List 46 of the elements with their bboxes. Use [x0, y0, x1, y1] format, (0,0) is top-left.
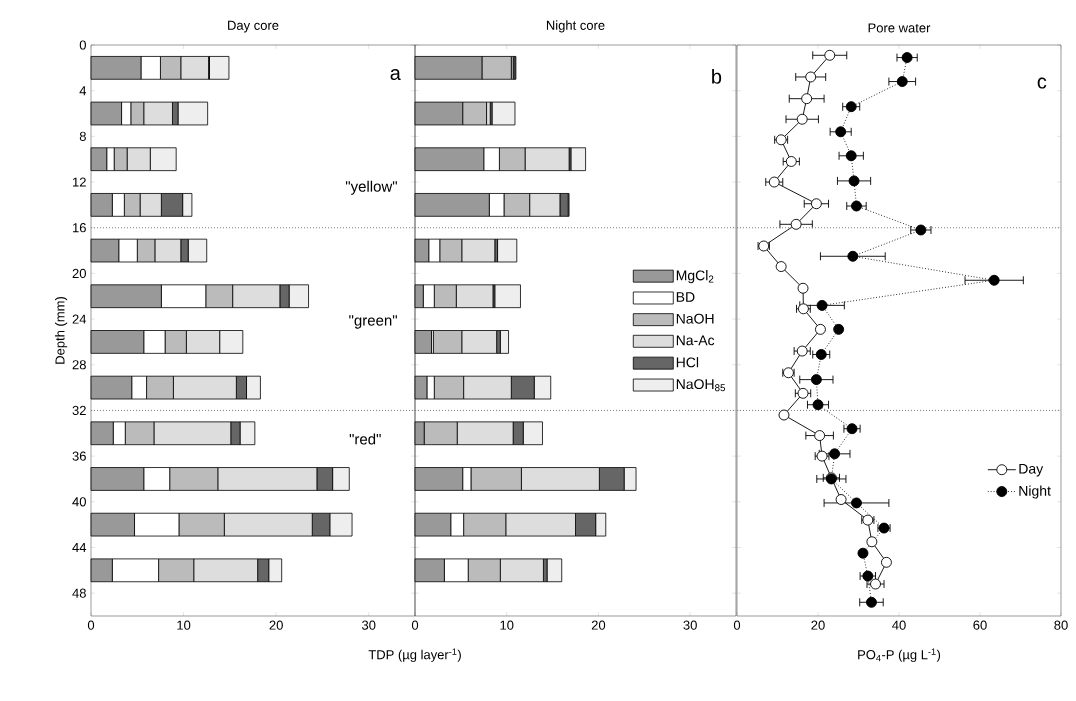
annotation: "yellow": [345, 180, 397, 195]
y-tick-label: 8: [79, 131, 86, 141]
annotation: "red": [349, 433, 381, 445]
y-tick-label: 36: [72, 451, 86, 461]
x-tick-label: 20: [591, 620, 606, 630]
x-tick-label: 30: [361, 620, 376, 630]
x-tick-label: 0: [411, 620, 419, 630]
legend-label: BD: [676, 292, 695, 302]
x-tick-label: 30: [683, 620, 697, 630]
legend-label: Na-Ac: [676, 335, 715, 346]
y-tick-label: 0: [79, 40, 86, 50]
x-tick-label: 20: [269, 620, 283, 630]
legend-label: HCl: [676, 357, 699, 368]
legend-label: NaOH$_{85}$: [676, 379, 726, 392]
x-tick-label: 40: [892, 620, 906, 630]
legend-label: Night: [1019, 485, 1051, 499]
y-tick-label: 32: [72, 405, 86, 416]
y-tick-label: 16: [73, 223, 86, 233]
x-tick-label: 60: [973, 620, 987, 630]
legend-label: NaOH: [676, 313, 714, 324]
y-tick-label: 24: [72, 314, 87, 324]
y-tick-label: 44: [72, 543, 87, 552]
annotation: "green": [349, 315, 397, 329]
annotation: b: [712, 69, 722, 84]
x-axis-title: PO$_{4}$-P (µg L$^{-1}$): [858, 648, 941, 662]
x-tick-label: 80: [1054, 620, 1068, 630]
x-tick-label: 0: [733, 620, 741, 630]
annotation: c: [1037, 77, 1047, 89]
chart-title: Pore water: [868, 23, 931, 33]
x-tick-label: 0: [87, 620, 95, 630]
y-tick-label: 48: [72, 588, 86, 598]
x-tick-label: 10: [500, 620, 514, 630]
legend-label: MgCl$_{2}$: [676, 270, 714, 284]
x-tick-label: 10: [177, 620, 191, 630]
chart-title: Day core: [228, 20, 279, 33]
x-tick-label: 20: [811, 620, 825, 630]
y-tick-label: 20: [72, 268, 86, 279]
x-axis-title: TDP (µg layer$^{-1}$): [368, 648, 461, 662]
chart-title: Night core: [546, 20, 605, 33]
legend-label: Day: [1019, 463, 1044, 477]
y-tick-label: 12: [73, 177, 86, 187]
y-tick-label: 28: [72, 360, 86, 370]
y-axis-title: Depth (mm): [55, 297, 68, 364]
y-tick-label: 4: [79, 86, 87, 96]
annotation: a: [390, 69, 401, 80]
y-tick-label: 40: [72, 497, 86, 507]
